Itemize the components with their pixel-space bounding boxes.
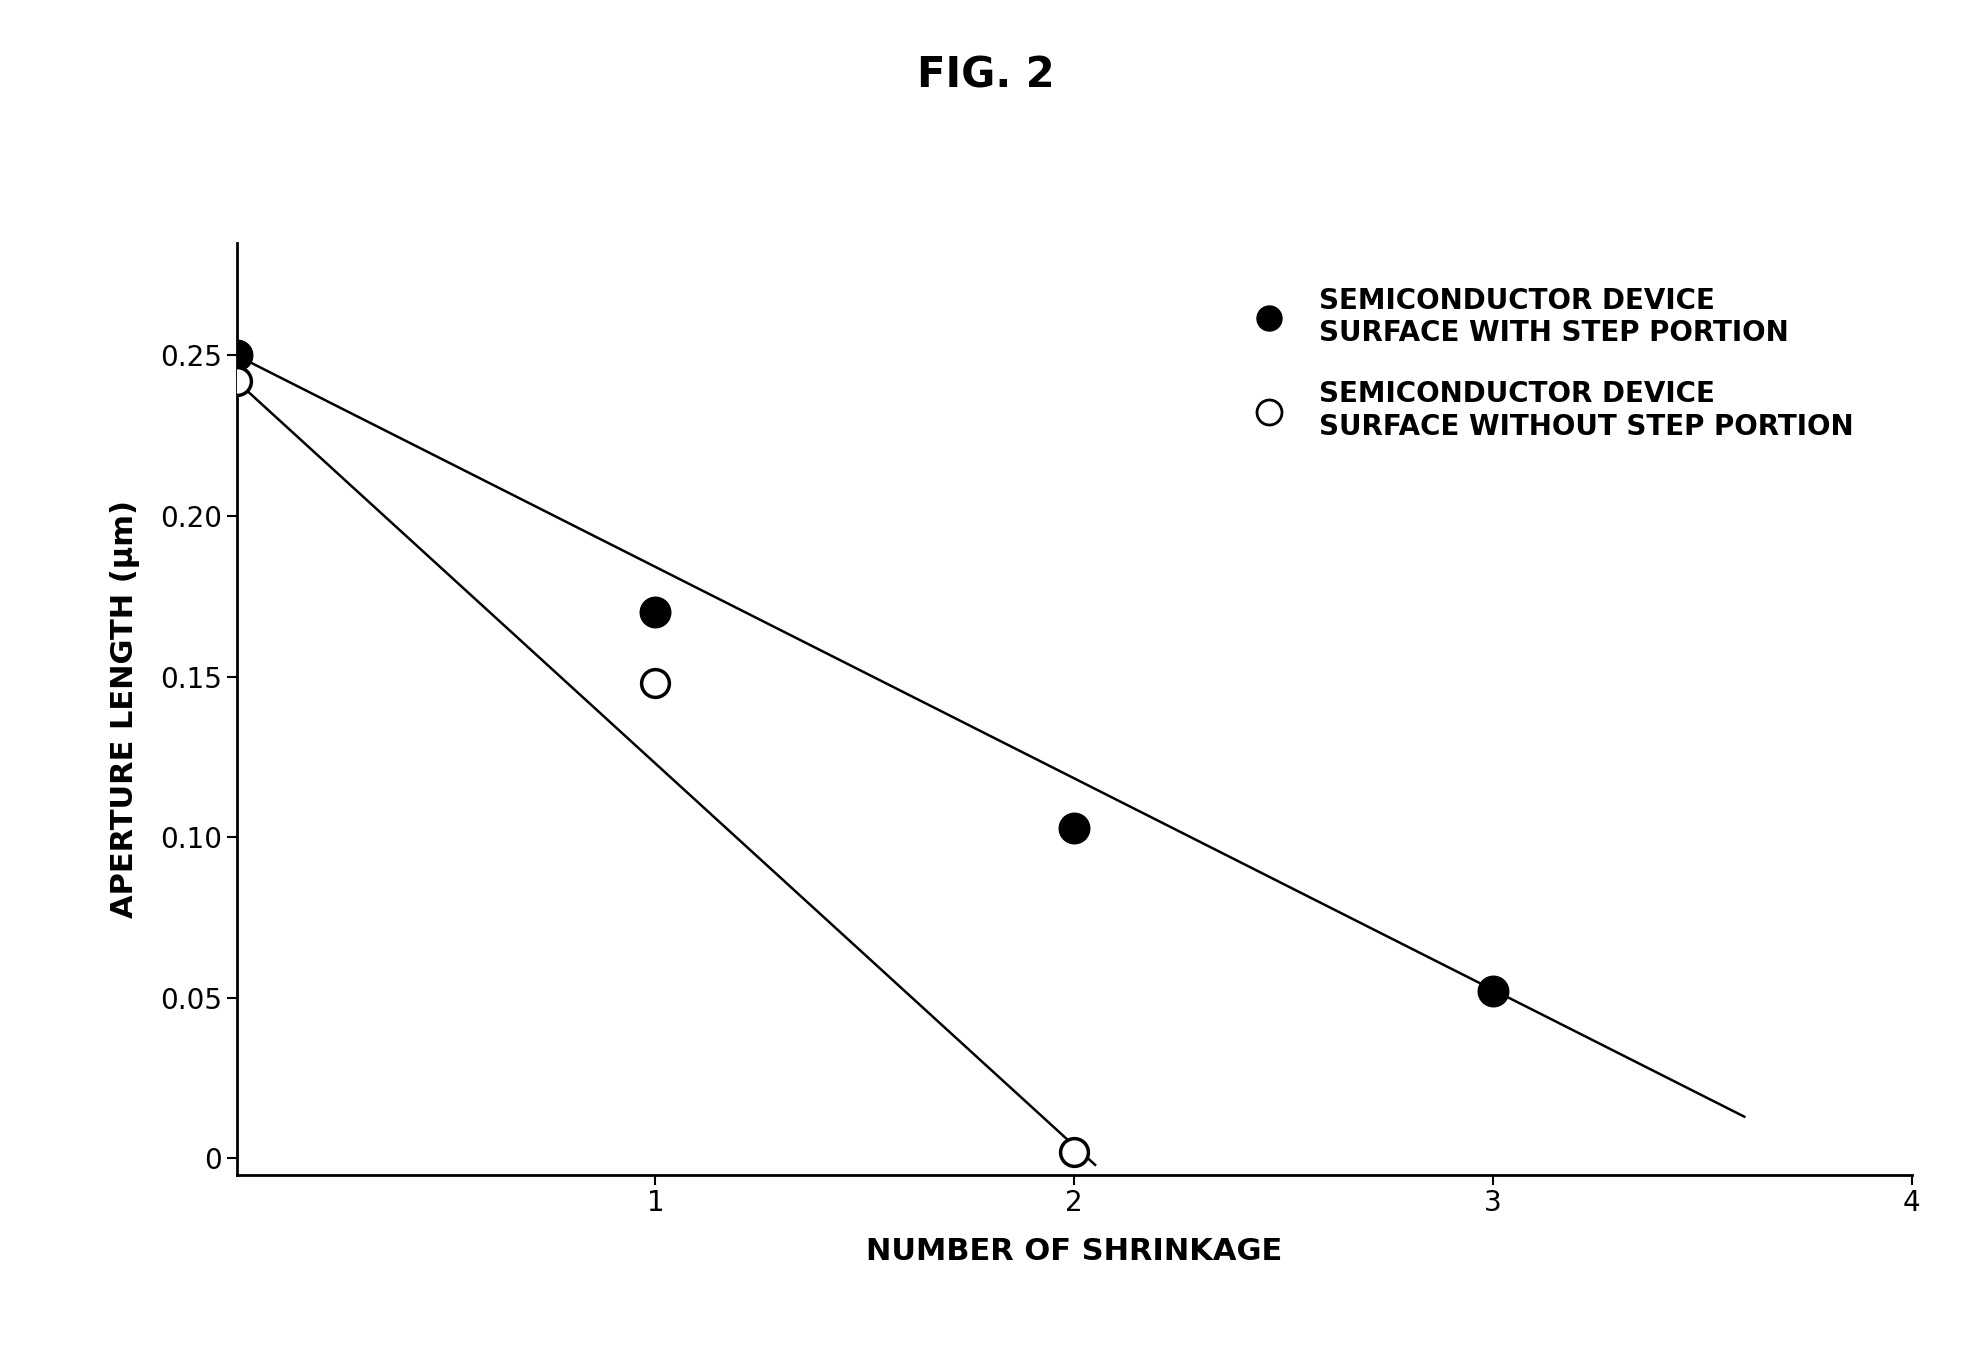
Point xyxy=(639,602,670,624)
Point xyxy=(1058,1141,1090,1162)
Text: FIG. 2: FIG. 2 xyxy=(917,54,1054,96)
Point xyxy=(639,672,670,694)
Legend: SEMICONDUCTOR DEVICE
SURFACE WITH STEP PORTION, SEMICONDUCTOR DEVICE
SURFACE WIT: SEMICONDUCTOR DEVICE SURFACE WITH STEP P… xyxy=(1230,275,1865,452)
Point xyxy=(221,344,252,366)
Y-axis label: APERTURE LENGTH (μm): APERTURE LENGTH (μm) xyxy=(110,500,140,918)
Point xyxy=(1058,817,1090,838)
Point xyxy=(1476,980,1508,1002)
Point xyxy=(221,370,252,392)
X-axis label: NUMBER OF SHRINKAGE: NUMBER OF SHRINKAGE xyxy=(865,1237,1283,1265)
